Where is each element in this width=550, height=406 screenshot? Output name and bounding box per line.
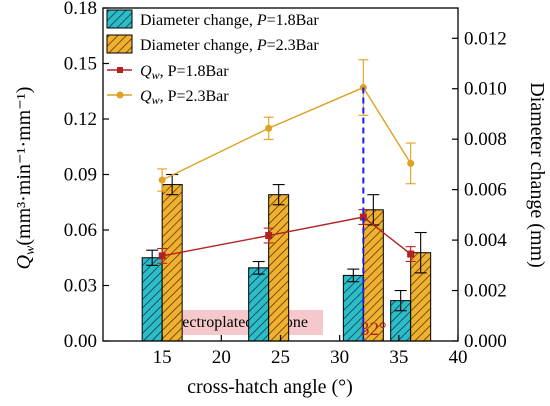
- y-left-tick-label-0.12: 0.12: [64, 109, 97, 130]
- legend-label-qw-1.8: Qw, P=1.8Bar: [140, 63, 229, 82]
- line-point-1-36: [407, 159, 415, 167]
- legend-swatch-diameter-1.8: [106, 9, 133, 29]
- x-tick-label-30: 30: [330, 347, 349, 368]
- line-series-0: [162, 216, 412, 257]
- line-layer: [157, 59, 416, 264]
- line-point-1-15: [158, 176, 166, 184]
- y-right-tick-label-0.006: 0.006: [464, 180, 507, 201]
- y-left-symbol: Q: [13, 254, 35, 269]
- y-right-axis-title: Diameter change (mm): [526, 82, 548, 267]
- y-left-tick-label-0.00: 0.00: [64, 331, 97, 352]
- legend-label-qw-2.3: Qw, P=2.3Bar: [140, 88, 229, 107]
- bar-0-24: [248, 267, 270, 342]
- legend-label-diameter-1.8: Diameter change, P=1.8Bar: [140, 12, 319, 29]
- legend-label-diameter-2.3: Diameter change, P=2.3Bar: [140, 37, 319, 54]
- x-tick-label-40: 40: [449, 347, 468, 368]
- legend-marker-qw-2.3: [116, 91, 124, 99]
- y-left-tick-label-0.18: 0.18: [64, 0, 97, 19]
- line-point-1-24: [265, 124, 273, 132]
- x-tick-label-35: 35: [389, 347, 408, 368]
- bar-1-24: [268, 194, 290, 342]
- x-axis: 15 20 25 30 35 40: [153, 335, 468, 368]
- x-tick-label-20: 20: [212, 347, 231, 368]
- y-right-tick-label-0.008: 0.008: [464, 129, 507, 150]
- y-left-axis: 0.00 0.03 0.06 0.09 0.12 0.15 0.18: [64, 0, 109, 352]
- legend-swatch-diameter-2.3: [106, 34, 133, 54]
- bar-layer: [141, 173, 432, 342]
- y-right-axis: 0.000 0.002 0.004 0.006 0.008 0.010 0.012: [452, 28, 507, 352]
- line-series-1: [161, 86, 412, 181]
- y-right-tick-label-0.012: 0.012: [464, 28, 507, 49]
- legend-marker-qw-1.8: [117, 67, 123, 73]
- y-right-tick-label-0.010: 0.010: [464, 79, 507, 100]
- line-point-0-36: [407, 250, 415, 258]
- x-tick-label-25: 25: [271, 347, 290, 368]
- line-point-0-24: [265, 232, 273, 240]
- y-left-tick-label-0.09: 0.09: [64, 165, 97, 186]
- angle-marker-label: 32°: [360, 319, 387, 340]
- legend: Diameter change, P=1.8Bar Diameter chang…: [106, 9, 319, 107]
- bar-0-15: [141, 257, 163, 342]
- y-right-tick-label-0.000: 0.000: [464, 331, 507, 352]
- line-point-0-15: [158, 252, 166, 260]
- y-right-tick-label-0.004: 0.004: [464, 230, 507, 251]
- x-axis-title: cross-hatch angle (°): [187, 376, 353, 398]
- y-left-tick-label-0.03: 0.03: [64, 276, 97, 297]
- y-left-sub: w: [23, 245, 38, 255]
- y-left-tick-label-0.06: 0.06: [64, 220, 97, 241]
- line-point-0-32: [359, 213, 367, 221]
- y-right-tick-label-0.002: 0.002: [464, 281, 507, 302]
- y-left-units: (mm³·min⁻¹·mm⁻¹): [13, 87, 35, 246]
- x-tick-label-15: 15: [153, 347, 172, 368]
- y-left-tick-label-0.15: 0.15: [64, 54, 97, 75]
- y-left-axis-title: Qw(mm³·min⁻¹·mm⁻¹): [13, 87, 38, 270]
